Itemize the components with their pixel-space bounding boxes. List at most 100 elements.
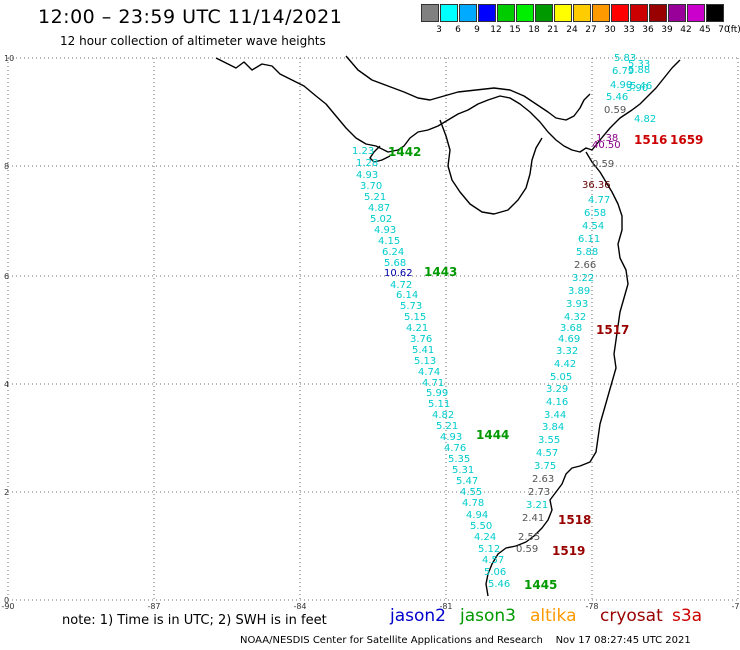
color-scale-tick: 30 [604,25,616,35]
color-swatch [592,4,610,22]
coastline [215,55,681,597]
pass-number-label: 1518 [558,513,591,527]
wave-height-label: 5.31 [452,465,474,476]
wave-height-label: 3.89 [568,286,590,297]
wave-height-label: 4.16 [546,397,568,408]
wave-height-label: 5.41 [412,345,434,356]
wave-height-label: 36.36 [582,180,611,191]
lat-tick-label: 10 [4,54,14,63]
wave-height-label: 3.44 [544,410,566,421]
wave-height-label: 3.57 [0,0,22,3]
wave-height-label: 4.42 [554,359,576,370]
wave-height-label: 2.73 [528,487,550,498]
lat-tick-label: 0 [4,596,9,605]
lat-tick-label: 6 [4,272,9,281]
lon-tick-label: -75 [731,602,740,611]
color-swatch [687,4,705,22]
wave-height-label: 6.11 [578,234,600,245]
wave-height-label: 5.35 [448,454,470,465]
color-scale-tick: 9 [474,25,480,35]
color-scale-tick: 33 [623,25,635,35]
wave-height-label: 0.59 [604,105,626,116]
wave-height-label: 5.46 [606,92,628,103]
lon-tick-label: -90 [1,602,14,611]
axis-labels: -90 -87 -84 -81 -78 -75 10 8 6 4 2 0 [1,54,740,611]
wave-height-label: 4.74 [418,367,440,378]
color-scale-tick: 6 [455,25,461,35]
color-swatch [516,4,534,22]
wave-height-label: 4.71 [422,378,444,389]
wave-height-label: 4.57 [482,555,504,566]
lon-tick-label: -81 [439,602,452,611]
color-swatch [573,4,591,22]
satellite-s3a: s3a [672,606,703,626]
pass-number-label: 1516 [634,133,667,147]
pass-number-label: 1519 [552,544,585,558]
color-swatch [497,4,515,22]
wave-height-label: 3.29 [546,384,568,395]
wave-height-label: 5.50 [470,521,492,532]
wave-height-label: 4.87 [368,203,390,214]
color-scale-tick: 39 [661,25,673,35]
pass-number-label: 1445 [524,578,557,592]
lon-tick-label: -84 [293,602,306,611]
wave-height-label: 4.21 [406,323,428,334]
wave-height-label: 2.41 [522,513,544,524]
color-scale-tick: 18 [528,25,540,35]
color-scale-tick: 3 [436,25,442,35]
lat-tick-label: 4 [4,380,9,389]
wave-height-label: 10.62 [384,268,413,279]
wave-height-label: 5.21 [436,421,458,432]
coastline-peninsula [439,119,543,215]
lat-lon-grid [7,57,739,601]
color-scale-tick: 42 [680,25,692,35]
wave-height-label: 4.77 [588,195,610,206]
color-swatch [421,4,439,22]
lat-tick-label: 8 [4,162,9,171]
map-title: 12:00 – 23:59 UTC 11/14/2021 [38,6,343,28]
wave-height-label: 5.83 [614,53,636,64]
wave-height-label: 4.82 [432,410,454,421]
coastline-west [369,145,391,163]
wave-height-label: 4.55 [460,487,482,498]
color-swatch [554,4,572,22]
wave-height-label: 6.79 [612,66,634,77]
color-scale-tick: 70 [718,25,730,35]
lat-tick-label: 2 [4,488,9,497]
wave-height-label: 2.66 [574,260,596,271]
pass-number-label: 1444 [476,428,509,442]
wave-height-label: 3.68 [560,323,582,334]
color-scale-tick: 21 [547,25,559,35]
pass-number-label: 1443 [424,265,457,279]
wave-height-label: 5.13 [414,356,436,367]
wave-height-label: 5.68 [384,258,406,269]
wave-height-label: 0.59 [516,544,538,555]
wave-height-label: 4.69 [558,334,580,345]
color-scale-tick: 36 [642,25,654,35]
satellite-jason2: jason2 [390,606,446,626]
color-swatch [478,4,496,22]
wave-height-label: 5.06 [484,567,506,578]
pass-number-label: 1517 [596,323,629,337]
coastline-east [485,151,629,597]
wave-height-label: 5.88 [628,65,650,76]
color-swatch [440,4,458,22]
satellite-altika: altika [530,606,577,626]
wave-height-label: 4.93 [356,170,378,181]
color-scale-tick: 12 [490,25,502,35]
pass-number-label: 1442 [388,145,421,159]
color-swatch [668,4,686,22]
wave-height-label: 5.12 [478,544,500,555]
wave-height-label: 40.50 [592,140,621,151]
wave-height-label: 4.90 [610,80,632,91]
wave-height-label: 4.15 [378,236,400,247]
wave-height-label: 3.75 [534,461,556,472]
wave-height-label: 4.76 [444,443,466,454]
wave-height-label: 4.93 [440,432,462,443]
wave-height-label: 3.90 [626,83,648,94]
map-subtitle: 12 hour collection of altimeter wave hei… [60,34,326,48]
wave-height-label: 5.73 [400,301,422,312]
wave-height-label: 5.05 [550,372,572,383]
wave-height-label: 4.24 [474,532,496,543]
